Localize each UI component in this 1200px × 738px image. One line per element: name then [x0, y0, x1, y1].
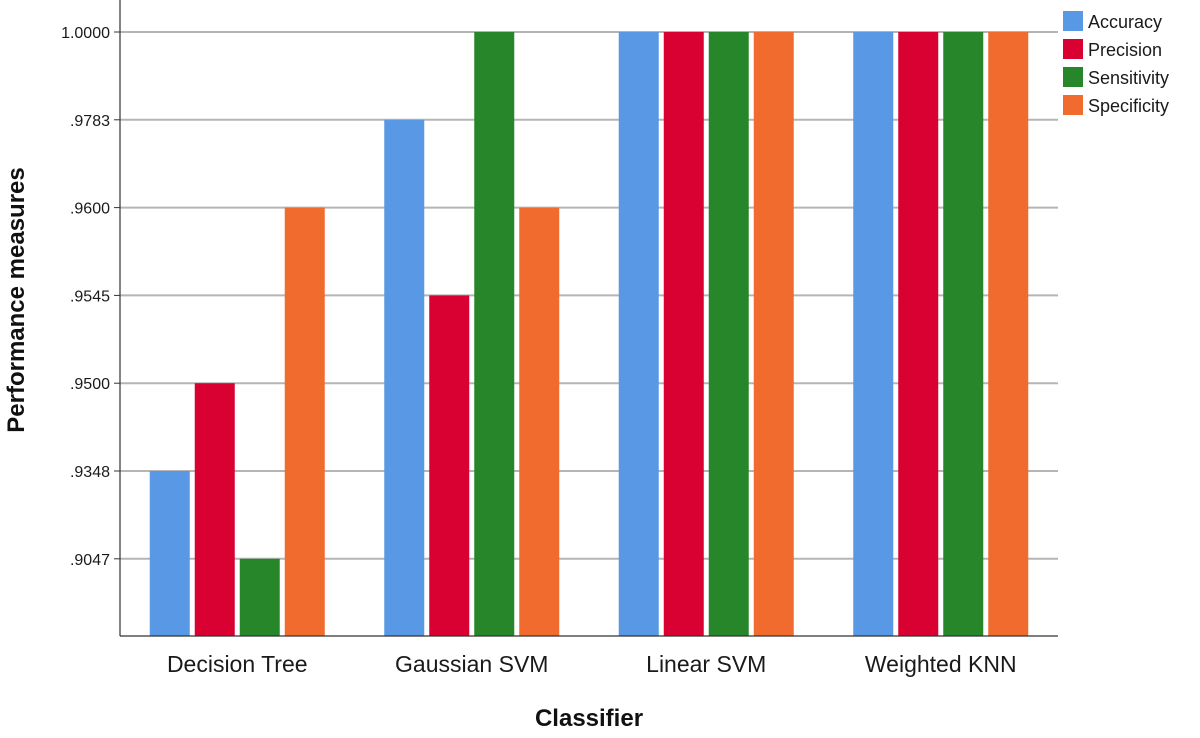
- x-category-label: Weighted KNN: [865, 651, 1017, 677]
- bar-accuracy: [384, 119, 425, 637]
- legend-swatch: [1063, 11, 1083, 31]
- bar-specificity: [284, 207, 325, 636]
- legend: Accuracy Precision Sensitivity Specificity: [1063, 11, 1169, 116]
- y-tick-label: .9500: [70, 376, 110, 393]
- y-tick-label: .9783: [70, 113, 110, 130]
- bar-specificity: [988, 32, 1029, 636]
- legend-label: Specificity: [1088, 96, 1169, 116]
- y-tick-label: .9348: [70, 464, 110, 481]
- y-tick-labels: 1.0000 .9783 .9600 .9545 .9500 .9348 .9047: [61, 25, 120, 569]
- legend-swatch: [1063, 39, 1083, 59]
- bars: [149, 32, 1029, 637]
- bar-specificity: [519, 207, 560, 636]
- bar-specificity: [753, 32, 794, 636]
- bar-accuracy: [853, 32, 894, 636]
- x-category-label: Decision Tree: [167, 651, 308, 677]
- y-tick-label: .9600: [70, 201, 110, 218]
- axes: [119, 0, 1058, 637]
- bar-accuracy: [149, 471, 190, 636]
- bar-precision: [429, 295, 470, 636]
- x-category-labels: Decision Tree Gaussian SVM Linear SVM Weigh…: [167, 651, 1017, 677]
- legend-label: Sensitivity: [1088, 68, 1169, 88]
- bar-accuracy: [618, 32, 659, 636]
- legend-label: Accuracy: [1088, 12, 1162, 32]
- y-axis-title: Performance measures: [3, 167, 30, 432]
- bar-precision: [898, 32, 939, 636]
- bar-precision: [663, 32, 704, 636]
- bar-precision: [194, 383, 235, 636]
- y-tick-label: .9047: [70, 552, 110, 569]
- x-category-label: Gaussian SVM: [395, 651, 548, 677]
- bar-sensitivity: [239, 558, 280, 636]
- x-category-label: Linear SVM: [646, 651, 766, 677]
- y-tick-label: .9545: [70, 288, 110, 305]
- bar-sensitivity: [943, 32, 984, 636]
- x-axis-title: Classifier: [535, 705, 643, 732]
- legend-swatch: [1063, 95, 1083, 115]
- bar-sensitivity: [474, 32, 515, 636]
- legend-swatch: [1063, 67, 1083, 87]
- y-tick-label: 1.0000: [61, 25, 110, 42]
- legend-label: Precision: [1088, 40, 1162, 60]
- bar-sensitivity: [708, 32, 749, 636]
